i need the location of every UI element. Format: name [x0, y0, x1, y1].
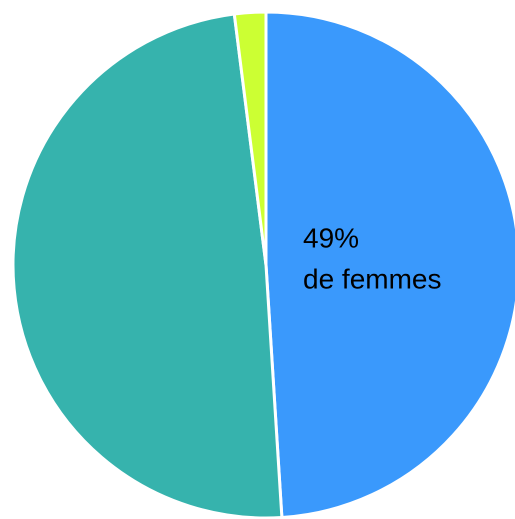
slice-category-label: de femmes: [303, 263, 442, 294]
pie-slice: [11, 12, 284, 519]
pie-slice: [264, 10, 515, 519]
slice-value-label: 49%: [303, 222, 359, 253]
pie-slice: [232, 10, 268, 266]
